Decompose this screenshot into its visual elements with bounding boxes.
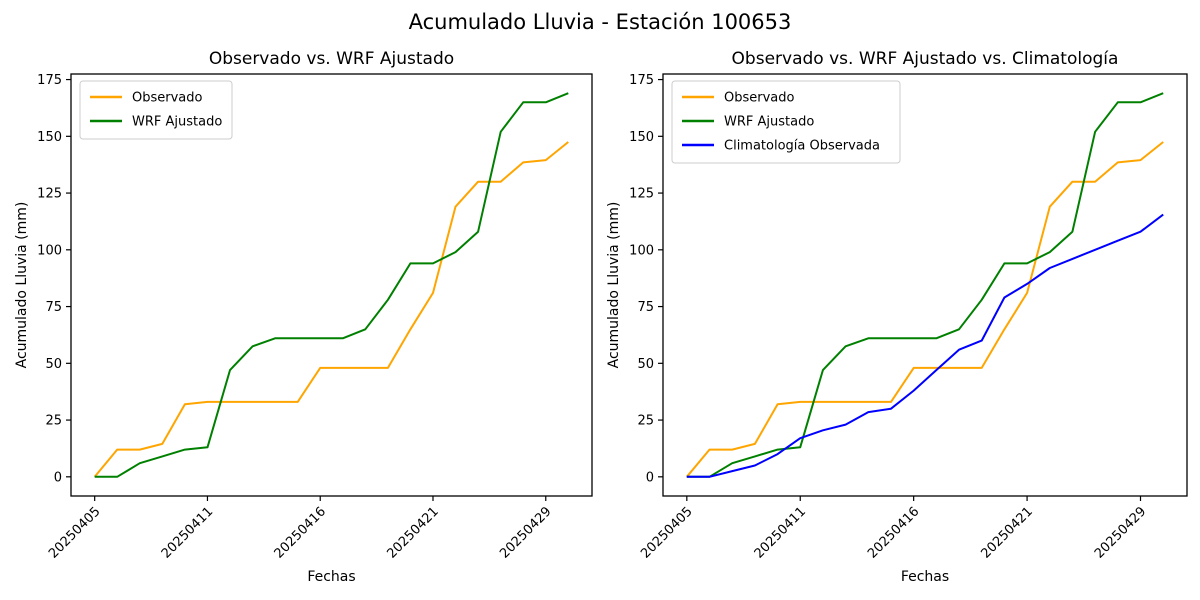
y-axis-tick-label: 50 xyxy=(45,357,62,372)
y-axis-tick-label: 25 xyxy=(637,414,654,429)
subplot-title: Observado vs. WRF Ajustado vs. Climatolo… xyxy=(732,49,1119,69)
y-axis-tick-label: 75 xyxy=(45,300,62,315)
x-axis-tick-label: 20250429 xyxy=(497,504,554,561)
plot-area-border xyxy=(662,73,1188,497)
y-axis-label: Acumulado Lluvia (mm) xyxy=(606,202,622,369)
y-axis-tick-label: 50 xyxy=(637,357,654,372)
legend-label: Observado xyxy=(724,91,795,106)
y-axis-tick-label: 175 xyxy=(37,73,62,88)
x-axis-tick-label: 20250421 xyxy=(979,504,1036,561)
x-axis-tick-label: 20250429 xyxy=(1092,504,1149,561)
legend-label: WRF Ajustado xyxy=(724,115,814,130)
y-axis-tick-label: 100 xyxy=(629,243,654,258)
x-axis-tick-label: 20250421 xyxy=(384,504,441,561)
y-axis-tick-label: 150 xyxy=(37,130,62,145)
x-axis-tick-label: 20250411 xyxy=(159,504,216,561)
y-axis-tick-label: 0 xyxy=(54,470,62,485)
y-axis-tick-label: 125 xyxy=(37,187,62,202)
chart-right: 0 25 50 75 100 125 150 175 20250405 20250411 20250… xyxy=(606,49,1188,585)
plot-area-border xyxy=(70,73,593,497)
legend-label: Observado xyxy=(132,91,203,106)
series-line-observado xyxy=(686,141,1164,478)
y-axis-tick-label: 175 xyxy=(629,73,654,88)
chart-left: 0 25 50 75 100 125 150 175 20250405 20250411 20250… xyxy=(14,49,593,585)
x-axis-tick-label: 20250416 xyxy=(272,504,329,561)
series-line-wrf-ajustado xyxy=(686,92,1164,478)
x-axis-label: Fechas xyxy=(901,569,949,585)
x-axis-tick-label: 20250416 xyxy=(865,504,922,561)
y-axis-tick-label: 150 xyxy=(629,130,654,145)
y-axis-tick-label: 125 xyxy=(629,187,654,202)
legend-box xyxy=(671,80,901,164)
x-axis-tick-label: 20250405 xyxy=(46,504,103,561)
y-axis-tick-label: 25 xyxy=(45,414,62,429)
y-axis-tick-label: 0 xyxy=(646,470,654,485)
series-line-wrf-ajustado xyxy=(94,92,569,478)
x-axis-tick-label: 20250405 xyxy=(638,504,695,561)
x-axis-tick-label: 20250411 xyxy=(752,504,809,561)
y-axis-tick-label: 100 xyxy=(37,243,62,258)
figure-title: Acumulado Lluvia - Estación 100653 xyxy=(408,10,792,34)
legend-label: Climatología Observada xyxy=(724,139,880,154)
y-axis-tick-label: 75 xyxy=(637,300,654,315)
series-line-climatolog-a-observada xyxy=(686,213,1164,478)
x-axis-label: Fechas xyxy=(307,569,355,585)
legend-box xyxy=(79,80,233,140)
y-axis-label: Acumulado Lluvia (mm) xyxy=(14,202,30,369)
subplot-title: Observado vs. WRF Ajustado xyxy=(209,49,454,69)
legend-label: WRF Ajustado xyxy=(132,115,222,130)
series-line-observado xyxy=(93,141,569,478)
